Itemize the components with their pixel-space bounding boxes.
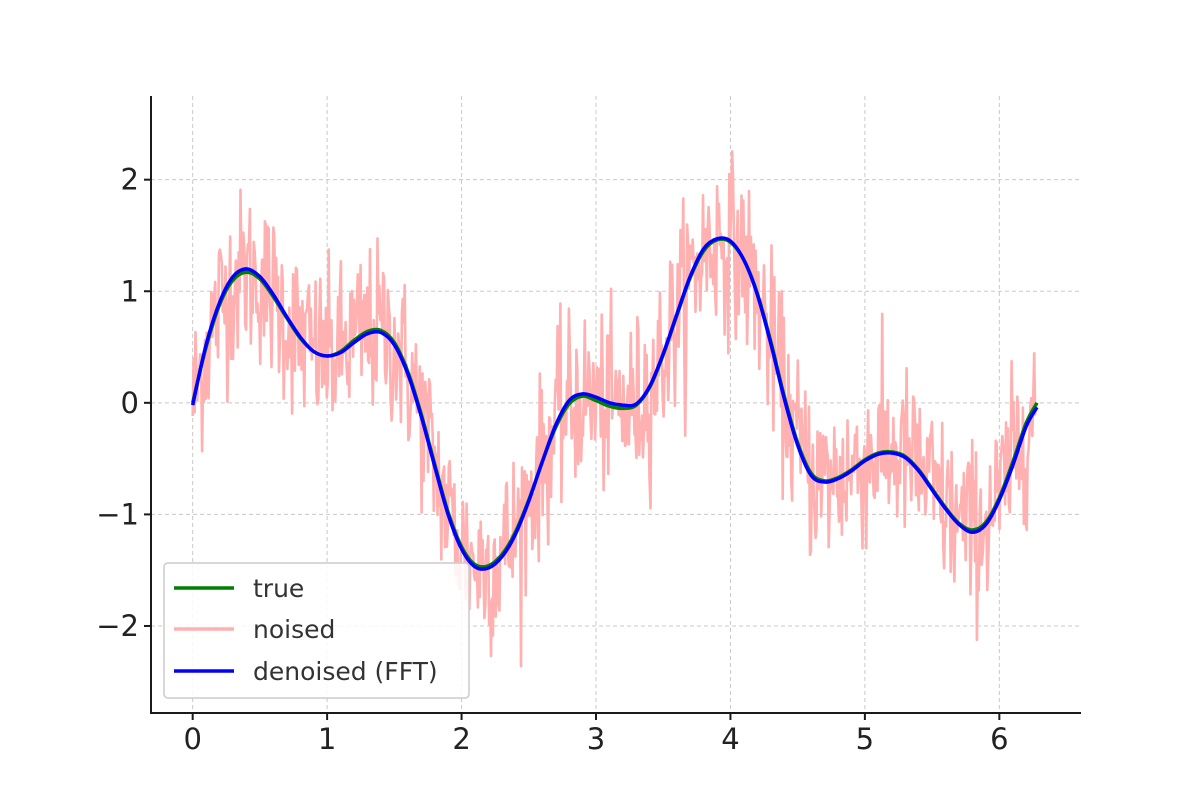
- y-tick-label: 2: [121, 163, 139, 197]
- x-tick-label: 6: [990, 722, 1008, 756]
- x-tick-label: 3: [587, 722, 605, 756]
- y-tick-label: 0: [121, 386, 139, 420]
- series-layer: [190, 150, 1039, 668]
- y-tick-label: −2: [96, 609, 139, 643]
- legend-label-noised: noised: [253, 615, 335, 644]
- legend-label-denoised: denoised (FFT): [253, 657, 438, 686]
- x-tick-label: 1: [318, 722, 336, 756]
- legend-box: [163, 562, 470, 699]
- series-line-noised: [191, 150, 1039, 668]
- legend: true noised denoised (FFT): [163, 562, 470, 699]
- axes: [150, 96, 1081, 714]
- x-tick-label: 0: [183, 722, 201, 756]
- x-tick-label: 2: [452, 722, 470, 756]
- x-tick-label: 4: [721, 722, 739, 756]
- legend-label-true: true: [253, 574, 304, 603]
- y-ticks: −2 −1 0 1 2: [96, 163, 151, 643]
- y-tick-label: −1: [96, 497, 139, 531]
- x-ticks: 0 1 2 3 4 5 6: [183, 713, 1009, 756]
- series-line-denoised: [190, 236, 1039, 571]
- x-tick-label: 5: [856, 722, 874, 756]
- y-tick-label: 1: [121, 274, 139, 308]
